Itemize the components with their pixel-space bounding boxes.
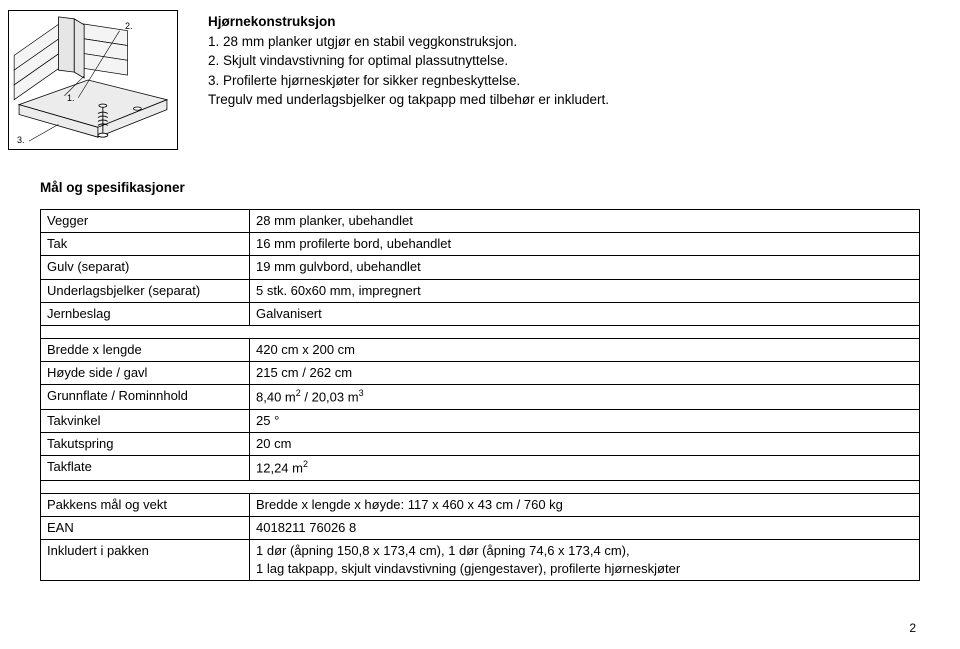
spec-label: Takutspring — [41, 433, 250, 456]
spec-group-2: Bredde x lengde420 cm x 200 cm Høyde sid… — [41, 338, 920, 480]
spec-value: 215 cm / 262 cm — [250, 362, 920, 385]
header-title: Hjørnekonstruksjon — [208, 12, 609, 32]
spec-value: 16 mm profilerte bord, ubehandlet — [250, 233, 920, 256]
spec-label: Takflate — [41, 456, 250, 481]
table-row: Vegger28 mm planker, ubehandlet — [41, 210, 920, 233]
table-row: Gulv (separat)19 mm gulvbord, ubehandlet — [41, 256, 920, 279]
spec-label: Vegger — [41, 210, 250, 233]
spec-value: Bredde x lengde x høyde: 117 x 460 x 43 … — [250, 493, 920, 516]
spec-value: 19 mm gulvbord, ubehandlet — [250, 256, 920, 279]
diagram-label-3: 3. — [17, 135, 25, 145]
spec-value: 25 ° — [250, 409, 920, 432]
table-row: Grunnflate / Rominnhold8,40 m2 / 20,03 m… — [41, 385, 920, 410]
header-line-4: Tregulv med underlagsbjelker og takpapp … — [208, 90, 609, 110]
diagram-label-1: 1. — [67, 93, 75, 103]
spec-value: Galvanisert — [250, 302, 920, 325]
corner-diagram-svg — [9, 11, 177, 149]
header-line-3: 3. Profilerte hjørneskjøter for sikker r… — [208, 71, 609, 91]
page-number: 2 — [909, 621, 916, 635]
table-gap — [41, 480, 920, 493]
table-row: Tak16 mm profilerte bord, ubehandlet — [41, 233, 920, 256]
spec-label: Høyde side / gavl — [41, 362, 250, 385]
page: 2. 1. 3. Hjørnekonstruksjon 1. 28 mm pla… — [0, 0, 960, 649]
header-line-2: 2. Skjult vindavstivning for optimal pla… — [208, 51, 609, 71]
spec-value: 5 stk. 60x60 mm, impregnert — [250, 279, 920, 302]
spec-table: Vegger28 mm planker, ubehandlet Tak16 mm… — [40, 209, 920, 581]
table-row: Underlagsbjelker (separat)5 stk. 60x60 m… — [41, 279, 920, 302]
top-row: 2. 1. 3. Hjørnekonstruksjon 1. 28 mm pla… — [0, 0, 960, 150]
spec-value: 420 cm x 200 cm — [250, 338, 920, 361]
table-row: EAN4018211 76026 8 — [41, 516, 920, 539]
table-row: Pakkens mål og vektBredde x lengde x høy… — [41, 493, 920, 516]
spec-label: EAN — [41, 516, 250, 539]
table-row: Takutspring20 cm — [41, 433, 920, 456]
spec-section: Mål og spesifikasjoner Vegger28 mm plank… — [40, 180, 920, 581]
table-row: Inkludert i pakken1 dør (åpning 150,8 x … — [41, 540, 920, 581]
spec-value: 8,40 m2 / 20,03 m3 — [250, 385, 920, 410]
diagram-label-2: 2. — [125, 21, 133, 31]
table-row: JernbeslagGalvanisert — [41, 302, 920, 325]
spec-value: 28 mm planker, ubehandlet — [250, 210, 920, 233]
spec-value: 12,24 m2 — [250, 456, 920, 481]
spec-label: Bredde x lengde — [41, 338, 250, 361]
header-line-1: 1. 28 mm planker utgjør en stabil veggko… — [208, 32, 609, 52]
table-row: Takflate12,24 m2 — [41, 456, 920, 481]
spec-label: Jernbeslag — [41, 302, 250, 325]
spec-label: Underlagsbjelker (separat) — [41, 279, 250, 302]
table-row: Høyde side / gavl215 cm / 262 cm — [41, 362, 920, 385]
table-row: Bredde x lengde420 cm x 200 cm — [41, 338, 920, 361]
table-gap — [41, 325, 920, 338]
spec-value: 4018211 76026 8 — [250, 516, 920, 539]
spec-label: Takvinkel — [41, 409, 250, 432]
table-row: Takvinkel25 ° — [41, 409, 920, 432]
corner-diagram: 2. 1. 3. — [8, 10, 178, 150]
spec-title: Mål og spesifikasjoner — [40, 180, 920, 195]
spec-value: 20 cm — [250, 433, 920, 456]
spec-label: Grunnflate / Rominnhold — [41, 385, 250, 410]
spec-label: Pakkens mål og vekt — [41, 493, 250, 516]
header-text: Hjørnekonstruksjon 1. 28 mm planker utgj… — [208, 12, 609, 110]
spec-value: 1 dør (åpning 150,8 x 173,4 cm), 1 dør (… — [250, 540, 920, 581]
spec-group-3: Pakkens mål og vektBredde x lengde x høy… — [41, 493, 920, 581]
spec-label: Tak — [41, 233, 250, 256]
spec-label: Gulv (separat) — [41, 256, 250, 279]
spec-label: Inkludert i pakken — [41, 540, 250, 581]
spec-group-1: Vegger28 mm planker, ubehandlet Tak16 mm… — [41, 210, 920, 326]
